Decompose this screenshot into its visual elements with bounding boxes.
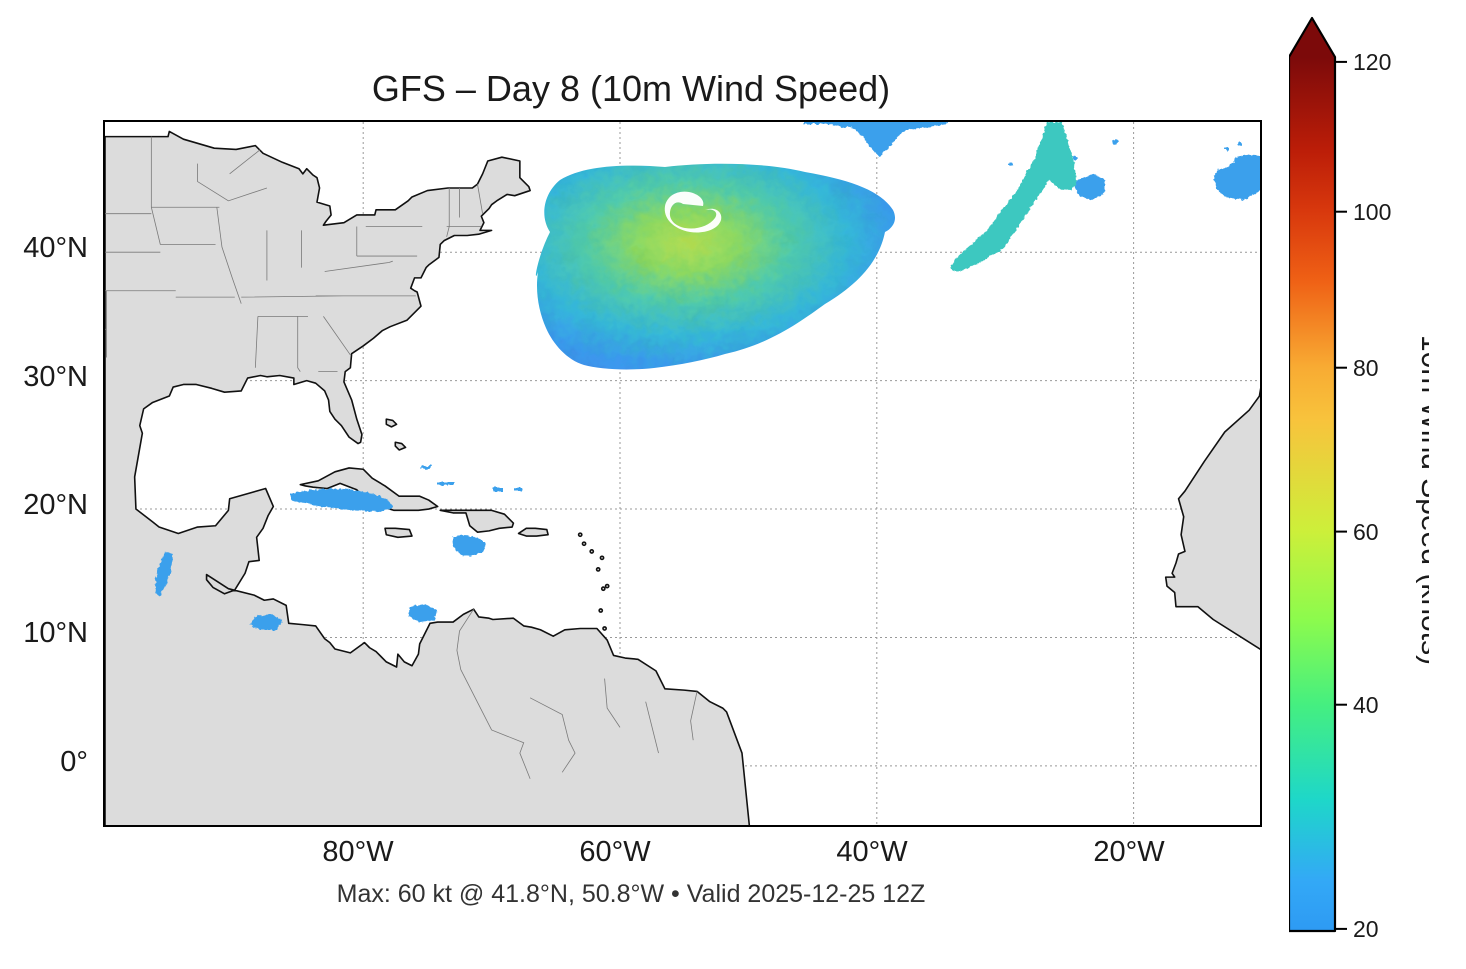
svg-text:40: 40 <box>1353 692 1379 718</box>
svg-text:20: 20 <box>1353 916 1379 942</box>
svg-text:10m Wind Speed (knots): 10m Wind Speed (knots) <box>1415 335 1429 665</box>
svg-text:120: 120 <box>1353 49 1391 75</box>
svg-text:60: 60 <box>1353 519 1379 545</box>
svg-text:80: 80 <box>1353 355 1379 381</box>
svg-text:100: 100 <box>1353 199 1391 225</box>
